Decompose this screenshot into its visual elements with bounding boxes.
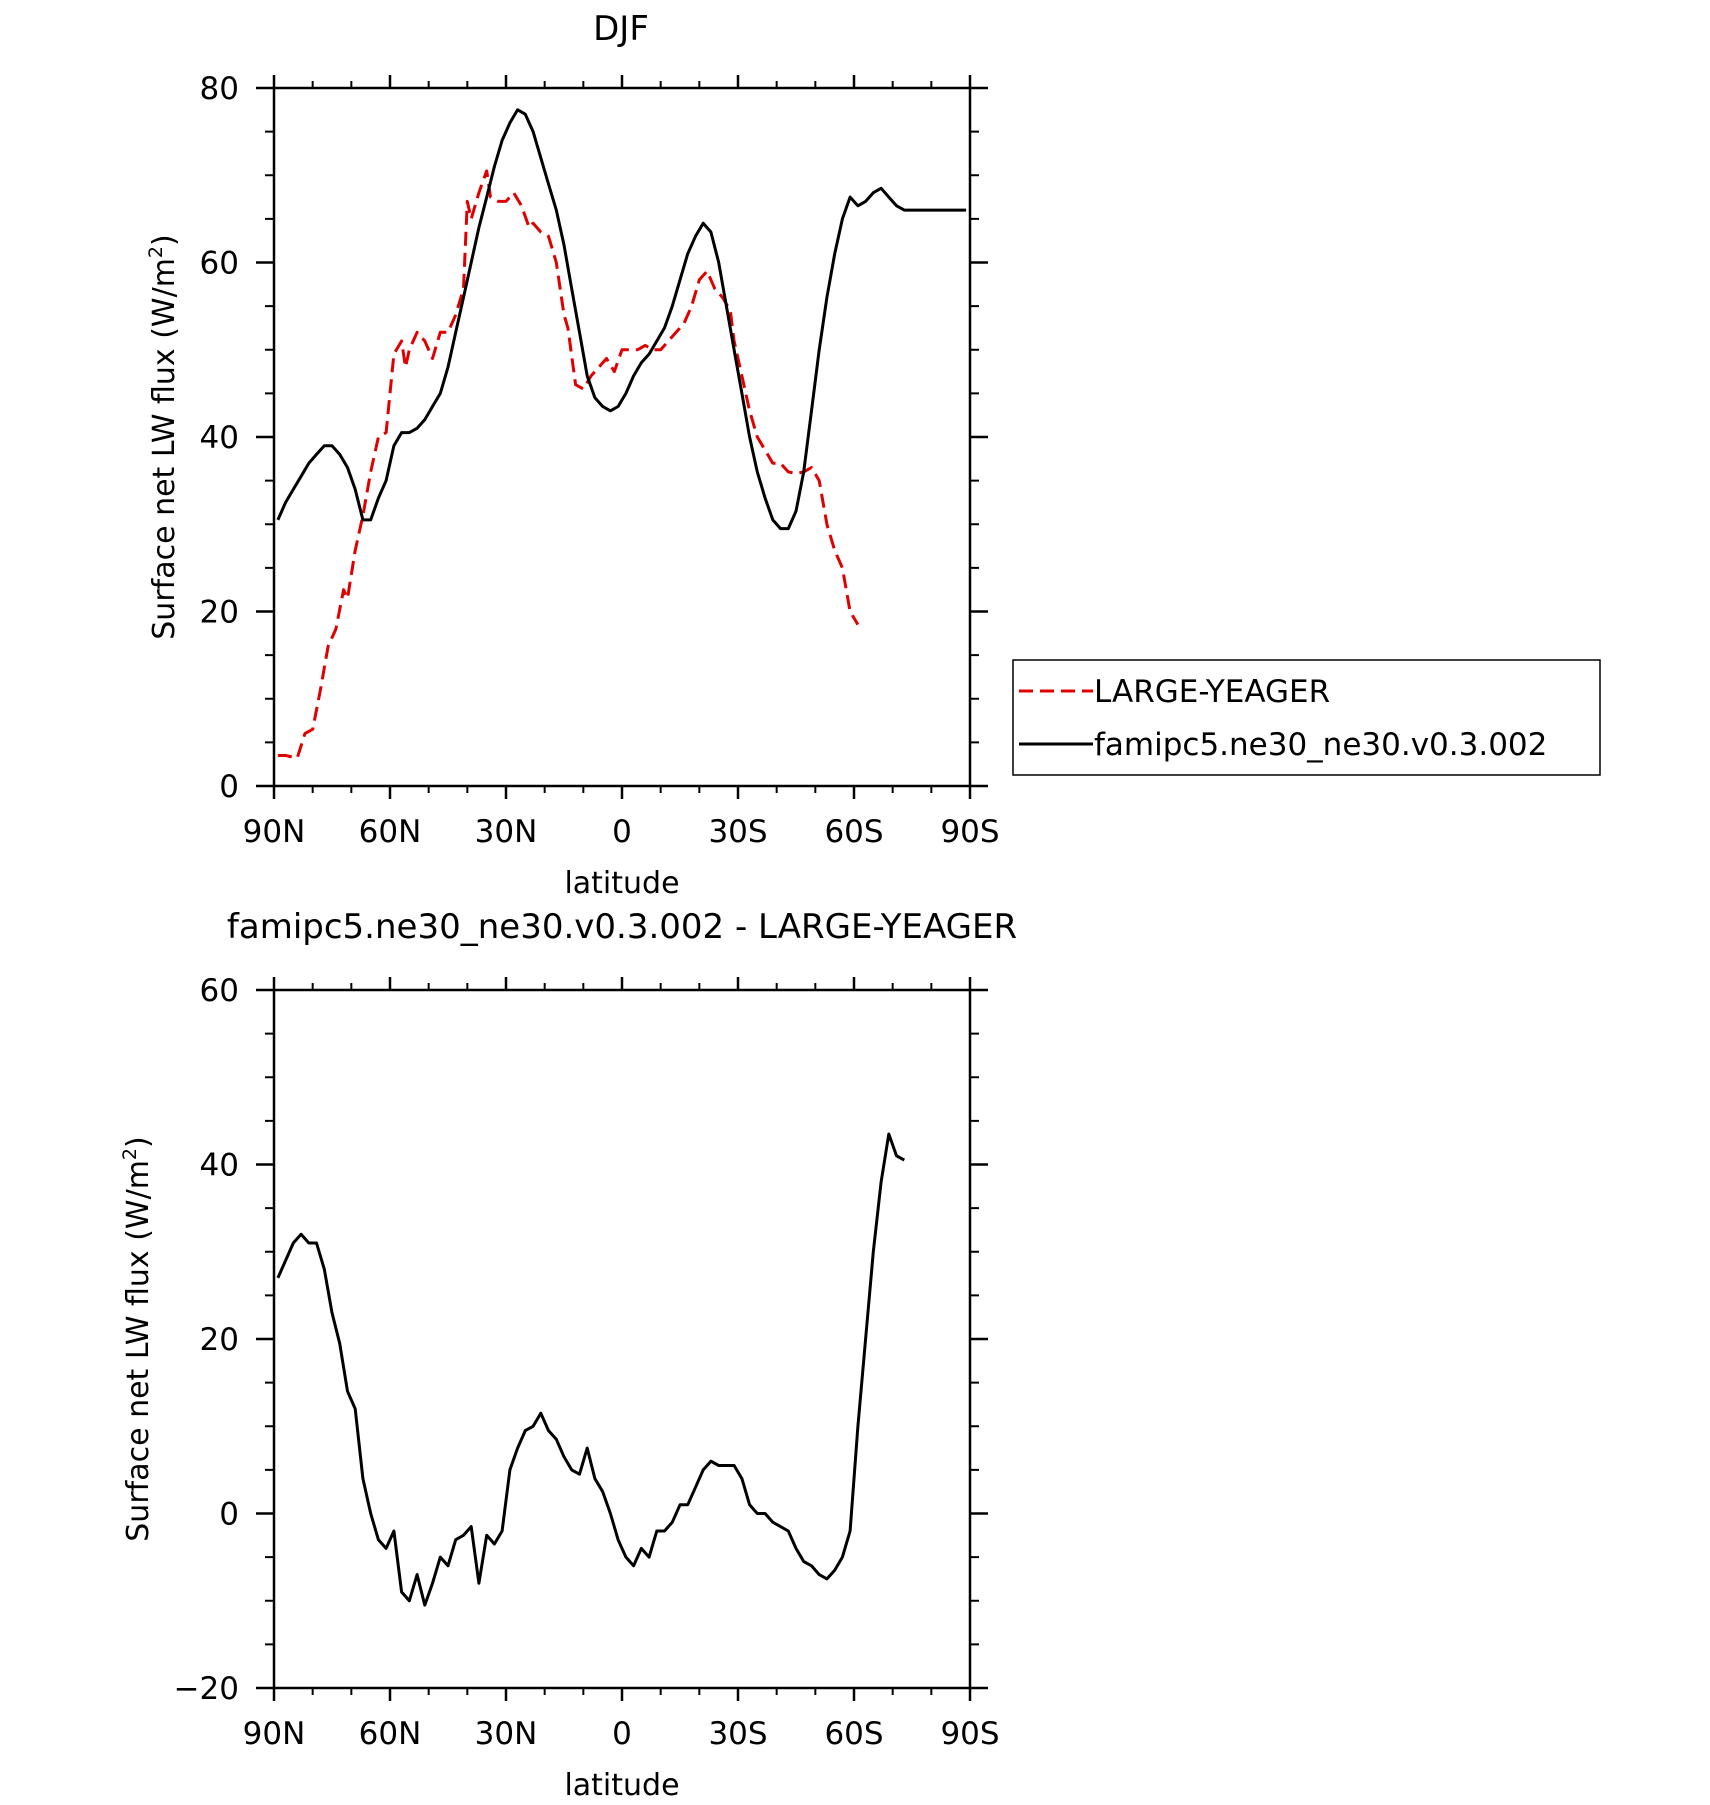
bottom-x-tick-label: 60S — [824, 1716, 883, 1752]
bottom-x-axis-label: latitude — [564, 1768, 679, 1803]
bottom-x-tick-label: 30S — [708, 1716, 767, 1752]
top-series-line-large-yeager — [277, 169, 860, 760]
bottom-series-line-difference — [276, 1132, 906, 1607]
legend-box — [1012, 659, 1601, 776]
top-panel: DJF 90N 60N 30N 0 30S 60S 90S 0 20 40 60 80 latitud… — [145, 9, 1601, 901]
top-axis-ticks — [256, 75, 988, 799]
top-x-tick-label: 0 — [612, 814, 632, 850]
bottom-y-tick-label: 20 — [200, 1322, 239, 1358]
bottom-chart-title: famipc5.ne30_ne30.v0.3.002 - LARGE-YEAGE… — [227, 907, 1017, 947]
bottom-y-tick-label: −20 — [174, 1671, 239, 1707]
bottom-y-tick-label: 60 — [200, 973, 239, 1009]
bottom-x-tick-label: 60N — [359, 1716, 422, 1752]
legend-label-large-yeager: LARGE-YEAGER — [1094, 674, 1330, 710]
top-series-line-famipc5 — [276, 108, 967, 531]
top-x-axis-label: latitude — [564, 866, 679, 901]
bottom-y-tick-label: 0 — [219, 1497, 239, 1533]
bottom-x-tick-label: 0 — [612, 1716, 632, 1752]
legend: LARGE-YEAGER famipc5.ne30_ne30.v0.3.002 — [1012, 659, 1601, 776]
top-tick-labels: 90N 60N 30N 0 30S 60S 90S 0 20 40 60 80 — [200, 71, 1000, 850]
bottom-y-tick-label: 40 — [200, 1148, 239, 1184]
bottom-x-tick-label: 90N — [243, 1716, 306, 1752]
bottom-panel: famipc5.ne30_ne30.v0.3.002 - LARGE-YEAGE… — [119, 907, 1017, 1803]
top-x-tick-label: 60S — [824, 814, 883, 850]
top-x-tick-label: 30S — [708, 814, 767, 850]
bottom-series-lines — [276, 1132, 906, 1607]
top-x-tick-label: 90N — [243, 814, 306, 850]
top-y-tick-label: 20 — [200, 595, 239, 631]
top-chart-title: DJF — [593, 9, 649, 49]
top-y-tick-label: 0 — [219, 769, 239, 805]
top-series-lines — [276, 108, 967, 760]
top-x-tick-label: 90S — [940, 814, 999, 850]
bottom-x-tick-label: 30N — [475, 1716, 538, 1752]
bottom-x-tick-label: 90S — [940, 1716, 999, 1752]
top-y-tick-label: 60 — [200, 246, 239, 282]
top-y-axis-label: Surface net LW flux (W/m2) — [145, 234, 182, 639]
top-y-tick-label: 40 — [200, 420, 239, 456]
bottom-y-axis-label: Surface net LW flux (W/m2) — [119, 1136, 156, 1541]
top-x-tick-label: 30N — [475, 814, 538, 850]
bottom-axis-ticks — [256, 977, 988, 1701]
legend-label-famipc5: famipc5.ne30_ne30.v0.3.002 — [1094, 727, 1547, 763]
top-y-tick-label: 80 — [200, 71, 239, 107]
bottom-tick-labels: 90N 60N 30N 0 30S 60S 90S −20 0 20 40 60 — [174, 973, 1000, 1752]
top-x-tick-label: 60N — [359, 814, 422, 850]
